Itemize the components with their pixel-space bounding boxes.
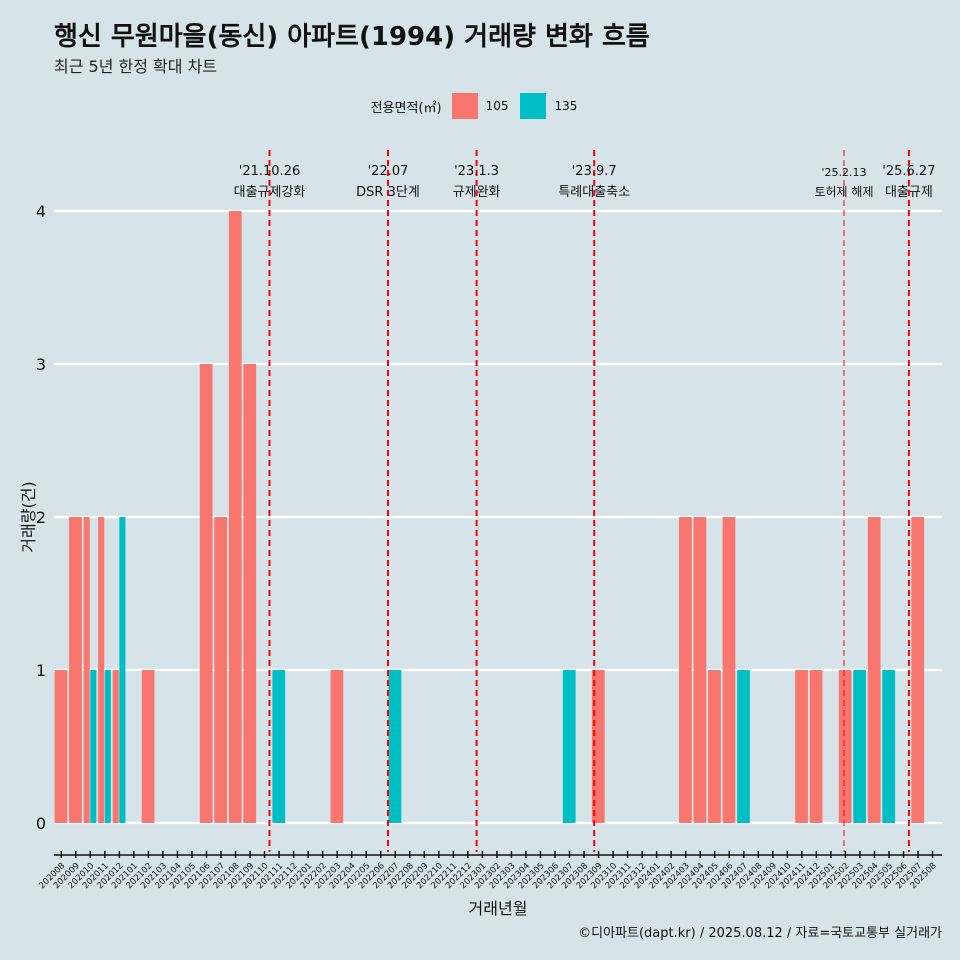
bar-135-202011	[104, 670, 111, 823]
legend-swatch-105	[451, 93, 478, 119]
event-label-4: 토허제 해제	[814, 185, 873, 199]
event-label-1: DSR 3단계	[356, 185, 420, 200]
legend-title: 전용면적(㎡)	[370, 100, 442, 116]
bar-135-202503	[853, 670, 867, 823]
bar-135-202012	[119, 517, 126, 823]
bar-105-202102	[141, 670, 155, 823]
event-label-3: 특례대출축소	[558, 185, 630, 200]
y-axis-title: 거래량(건)	[19, 481, 38, 552]
bar-135-202407	[737, 670, 750, 823]
bar-105-202010	[83, 517, 90, 823]
chart-title: 행신 무원마을(동신) 아파트(1994) 거래량 변화 흐름	[54, 22, 650, 52]
x-axis-title: 거래년월	[469, 899, 528, 918]
legend-label-105: 105	[485, 99, 509, 113]
bar-135-202010	[90, 670, 97, 823]
bar-105-202203	[330, 670, 344, 823]
event-label-0: 대출규제강화	[234, 185, 306, 200]
y-tick-label: 4	[36, 202, 46, 221]
y-tick-label: 1	[36, 661, 46, 680]
event-date-4: '25.2.13	[821, 166, 866, 179]
event-label-5: 대출규제	[885, 185, 933, 200]
legend-item-135: 135	[520, 93, 577, 119]
legend-item-105: 105	[451, 93, 509, 119]
bar-105-202411	[795, 670, 808, 823]
event-date-3: '23.9.7	[572, 164, 617, 179]
source-caption: ©디아파트(dapt.kr) / 2025.08.12 / 자료=국토교통부 실…	[578, 926, 942, 941]
bar-105-202106	[199, 364, 213, 823]
event-date-0: '21.10.26	[239, 164, 300, 179]
y-tick-label: 2	[36, 508, 46, 527]
bar-135-202111	[272, 670, 286, 823]
bar-105-202011	[98, 517, 105, 823]
bar-105-202406	[722, 517, 736, 823]
y-tick-label: 0	[36, 814, 46, 833]
bar-105-202504	[867, 517, 881, 823]
bar-105-202405	[708, 670, 721, 823]
event-date-2: '23.1.3	[454, 164, 499, 179]
legend-label-135: 135	[554, 99, 578, 113]
bar-135-202307	[562, 670, 576, 823]
bar-105-202404	[693, 517, 707, 823]
bar-105-202008	[54, 670, 68, 823]
y-tick-label: 3	[36, 355, 46, 374]
event-date-1: '22.07	[368, 164, 409, 179]
legend: 전용면적(㎡) 105 135	[0, 93, 960, 119]
bar-105-202009	[69, 517, 82, 823]
bar-135-202207	[388, 670, 402, 823]
bar-105-202403	[679, 517, 692, 823]
event-label-2: 규제완화	[453, 185, 501, 200]
bar-105-202109	[243, 364, 257, 823]
bar-105-202412	[809, 670, 823, 823]
bar-105-202107	[214, 517, 228, 823]
bar-105-202012	[112, 670, 119, 823]
chart-subtitle: 최근 5년 한정 확대 차트	[54, 57, 218, 76]
legend-swatch-135	[520, 93, 547, 119]
event-date-5: '25.6.27	[882, 164, 935, 179]
bar-135-202505	[882, 670, 896, 823]
bar-105-202507	[911, 517, 925, 823]
bar-105-202108	[228, 211, 242, 823]
bar-105-202502	[838, 670, 852, 823]
